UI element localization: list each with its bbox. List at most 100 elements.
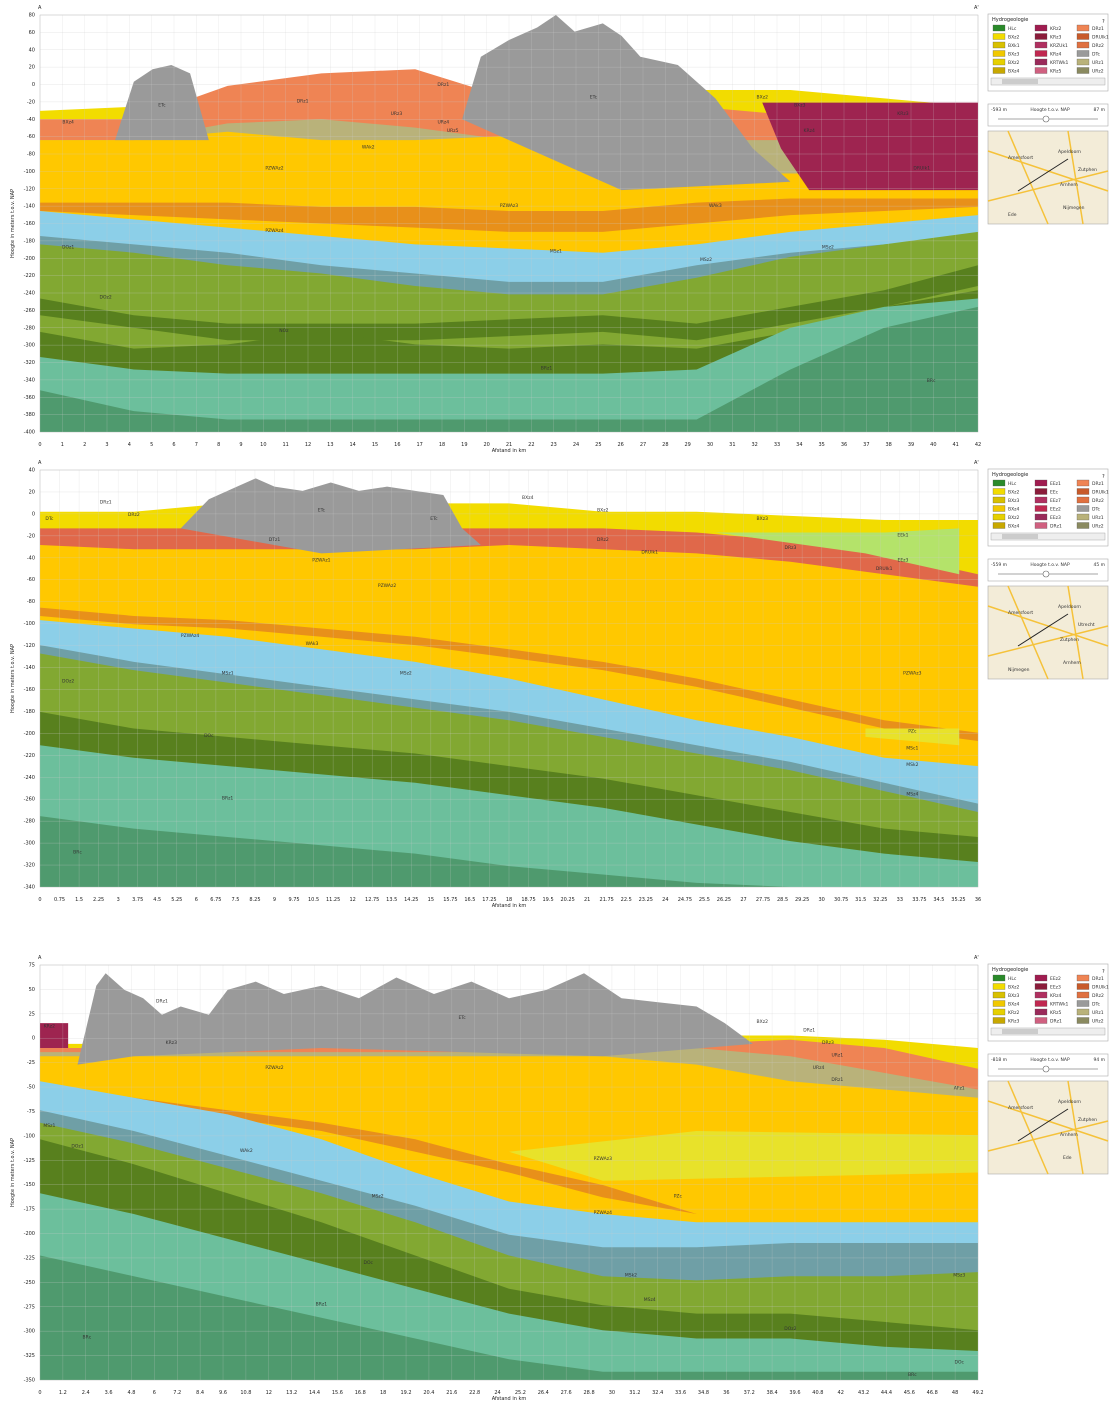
legend-swatch: [1077, 975, 1089, 981]
y-tick-label: -220: [24, 753, 35, 759]
legend-item: BXz4: [1008, 524, 1020, 530]
legend-swatch: [993, 497, 1005, 503]
legend-item: EEz2: [1050, 507, 1061, 513]
layer-label: PZc: [908, 729, 917, 735]
x-tick-label: 40.8: [812, 1390, 823, 1396]
legend-item: BXz4: [1008, 1002, 1020, 1008]
y-tick-label: -380: [24, 412, 35, 418]
legend-swatch: [993, 25, 1005, 31]
x-tick-label: 4: [128, 442, 131, 448]
legend-item: DRz2: [1092, 498, 1104, 504]
x-tick-label: 10.8: [240, 1390, 251, 1396]
layer-label: DOz2: [100, 295, 112, 301]
x-tick-label: 28: [662, 442, 668, 448]
legend-swatch: [993, 42, 1005, 48]
legend-title: Hydrogeologie: [992, 472, 1028, 478]
x-tick-label: 10.5: [308, 897, 319, 903]
map-label: Apeldoorn: [1058, 604, 1081, 610]
legend-swatch: [993, 34, 1005, 40]
layer-label: MSz2: [822, 245, 834, 251]
y-tick-label: -50: [27, 1085, 35, 1091]
x-tick-label: 5.25: [171, 897, 182, 903]
layer-label: MSz4: [644, 1297, 656, 1303]
x-tick-label: 35.25: [951, 897, 965, 903]
y-tick-label: 0: [32, 1036, 35, 1042]
slider-handle[interactable]: [1043, 116, 1049, 122]
legend-swatch: [1077, 506, 1089, 512]
map-label: Zutphen: [1078, 1117, 1097, 1123]
legend-swatch: [1077, 523, 1089, 529]
help-icon[interactable]: ?: [1102, 474, 1105, 480]
y-tick-label: 80: [29, 13, 35, 19]
y-tick-label: -75: [27, 1109, 35, 1115]
x-tick-label: 1.5: [75, 897, 83, 903]
layer-label: AFz1: [954, 1086, 965, 1092]
help-icon[interactable]: ?: [1102, 19, 1105, 25]
x-tick-label: 28.5: [777, 897, 788, 903]
y-tick-label: -100: [24, 621, 35, 627]
legend-item: DRz2: [1092, 993, 1104, 999]
legend-swatch: [1077, 1001, 1089, 1007]
slider-min: -593 m: [991, 107, 1007, 113]
x-tick-label: 29: [684, 442, 690, 448]
legend-swatch: [1035, 1001, 1047, 1007]
y-tick-label: -160: [24, 221, 35, 227]
legend-swatch: [1035, 480, 1047, 486]
slider-handle[interactable]: [1043, 1066, 1049, 1072]
y-tick-label: -100: [24, 1133, 35, 1139]
legend-item: URz1: [1092, 515, 1104, 521]
x-tick-label: 0.75: [54, 897, 65, 903]
x-tick-label: 12.75: [365, 897, 379, 903]
legend-item: DRUIk1: [1092, 985, 1109, 991]
section-start: A: [38, 460, 42, 466]
x-tick-label: 24.75: [678, 897, 692, 903]
y-tick-label: -25: [27, 1060, 35, 1066]
legend-swatch: [1035, 25, 1047, 31]
map-label: Amersfoort: [1008, 155, 1033, 161]
y-tick-label: 75: [29, 963, 35, 969]
legend-item: DRz1: [1092, 976, 1104, 982]
scroll-thumb[interactable]: [1002, 534, 1038, 539]
x-tick-label: 4.5: [153, 897, 161, 903]
layer-label: BRz1: [316, 1301, 328, 1307]
layer-label: DRz1: [831, 1077, 843, 1083]
y-tick-label: -60: [27, 577, 35, 583]
x-tick-label: 9.6: [219, 1390, 227, 1396]
x-tick-label: 26.25: [717, 897, 731, 903]
y-tick-label: -240: [24, 291, 35, 297]
help-icon[interactable]: ?: [1102, 969, 1105, 975]
x-tick-label: 20.25: [560, 897, 574, 903]
x-tick-label: 27.75: [756, 897, 770, 903]
x-tick-label: 14: [349, 442, 355, 448]
layer-label: MSk2: [625, 1272, 637, 1278]
slider-max: 87 m: [1093, 107, 1105, 113]
x-tick-label: 15: [372, 442, 378, 448]
x-tick-label: 43.2: [858, 1390, 869, 1396]
x-tick-label: 30.75: [834, 897, 848, 903]
scroll-thumb[interactable]: [1002, 1029, 1038, 1034]
x-tick-label: 9: [239, 442, 242, 448]
legend-item: KRz3: [1050, 35, 1061, 41]
layer-label: BRz1: [222, 795, 234, 801]
map-label: Utrecht: [1078, 622, 1095, 628]
legend-item: DTc: [1092, 52, 1100, 58]
slider-handle[interactable]: [1043, 571, 1049, 577]
legend-swatch: [993, 489, 1005, 495]
y-tick-label: -280: [24, 819, 35, 825]
x-tick-label: 0: [38, 1390, 41, 1396]
x-tick-label: 25: [595, 442, 601, 448]
legend-swatch: [1077, 68, 1089, 74]
legend-swatch: [1077, 34, 1089, 40]
x-tick-label: 9: [273, 897, 276, 903]
y-tick-label: 25: [29, 1011, 35, 1017]
x-axis-title: Afstand in km: [492, 448, 527, 454]
legend-item: HLc: [1008, 481, 1017, 487]
slider-min: -559 m: [991, 562, 1007, 568]
layer-label: PZWAz4: [594, 1210, 612, 1216]
scroll-thumb[interactable]: [1002, 79, 1038, 84]
legend-swatch: [1035, 59, 1047, 65]
x-tick-label: 16.5: [464, 897, 475, 903]
legend-swatch: [1077, 25, 1089, 31]
layer-label: URz4: [438, 119, 450, 125]
x-tick-label: 34: [796, 442, 802, 448]
